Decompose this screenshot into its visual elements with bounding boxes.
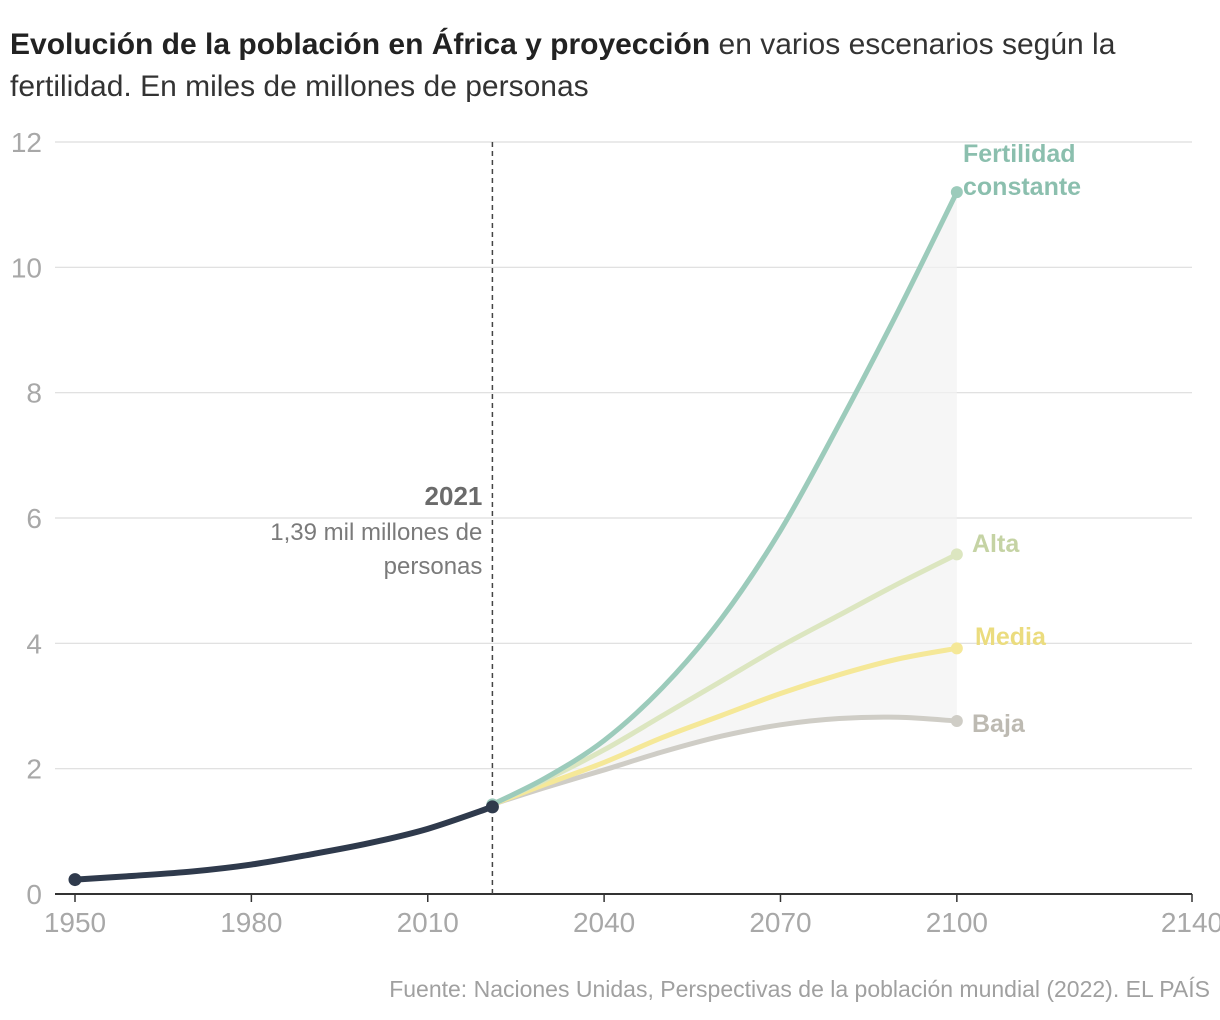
series-line-alta xyxy=(489,551,960,807)
series-line-media xyxy=(489,645,960,807)
series-end-point xyxy=(950,715,963,728)
history-start-point xyxy=(68,873,82,887)
x-tick-label: 2040 xyxy=(573,907,635,938)
x-tick-label: 1950 xyxy=(44,907,106,938)
series-label: Fertilidad xyxy=(963,140,1076,168)
series-end-point xyxy=(950,548,963,561)
y-tick-label: 0 xyxy=(26,879,42,910)
x-tick-label: 2100 xyxy=(926,907,988,938)
y-tick-label: 10 xyxy=(11,252,42,283)
y-tick-label: 2 xyxy=(26,754,42,785)
series-line-baja xyxy=(489,714,960,807)
series-line-fertilidad-constante xyxy=(489,189,960,807)
series-label: constante xyxy=(963,173,1081,201)
chart-title-rest: en varios escenarios según la fertilidad… xyxy=(10,28,1116,103)
series-label: Baja xyxy=(972,710,1026,738)
y-tick-label: 12 xyxy=(11,127,42,158)
y-tick-label: 4 xyxy=(26,628,42,659)
x-tick-label: 2140 xyxy=(1161,907,1220,938)
history-line xyxy=(72,803,496,883)
annotation-year-label: 2021 xyxy=(425,481,483,511)
line-chart: 0 2 4 6 8 10 12 1950 1980 2010 2040 2070 2100 2140 202… xyxy=(11,127,1220,938)
annotation-text-line2: personas xyxy=(384,553,483,580)
series-label: Alta xyxy=(972,530,1020,558)
series-label: Media xyxy=(975,623,1047,651)
history-end-point xyxy=(485,800,499,814)
source-note: Fuente: Naciones Unidas, Perspectivas de… xyxy=(389,976,1210,1002)
projection-range-band xyxy=(492,192,957,805)
x-tick-label: 2070 xyxy=(749,907,811,938)
chart-title-bold: Evolución de la población en África y pr… xyxy=(10,28,711,61)
y-tick-label: 8 xyxy=(26,378,42,409)
y-tick-label: 6 xyxy=(26,503,42,534)
x-tick-label: 1980 xyxy=(220,907,282,938)
chart-title: Evolución de la población en África y pr… xyxy=(10,24,1215,108)
annotation-text-line1: 1,39 mil millones de xyxy=(270,519,482,546)
x-tick-label: 2010 xyxy=(397,907,459,938)
series-end-point xyxy=(950,642,963,655)
series-end-point xyxy=(950,186,963,199)
